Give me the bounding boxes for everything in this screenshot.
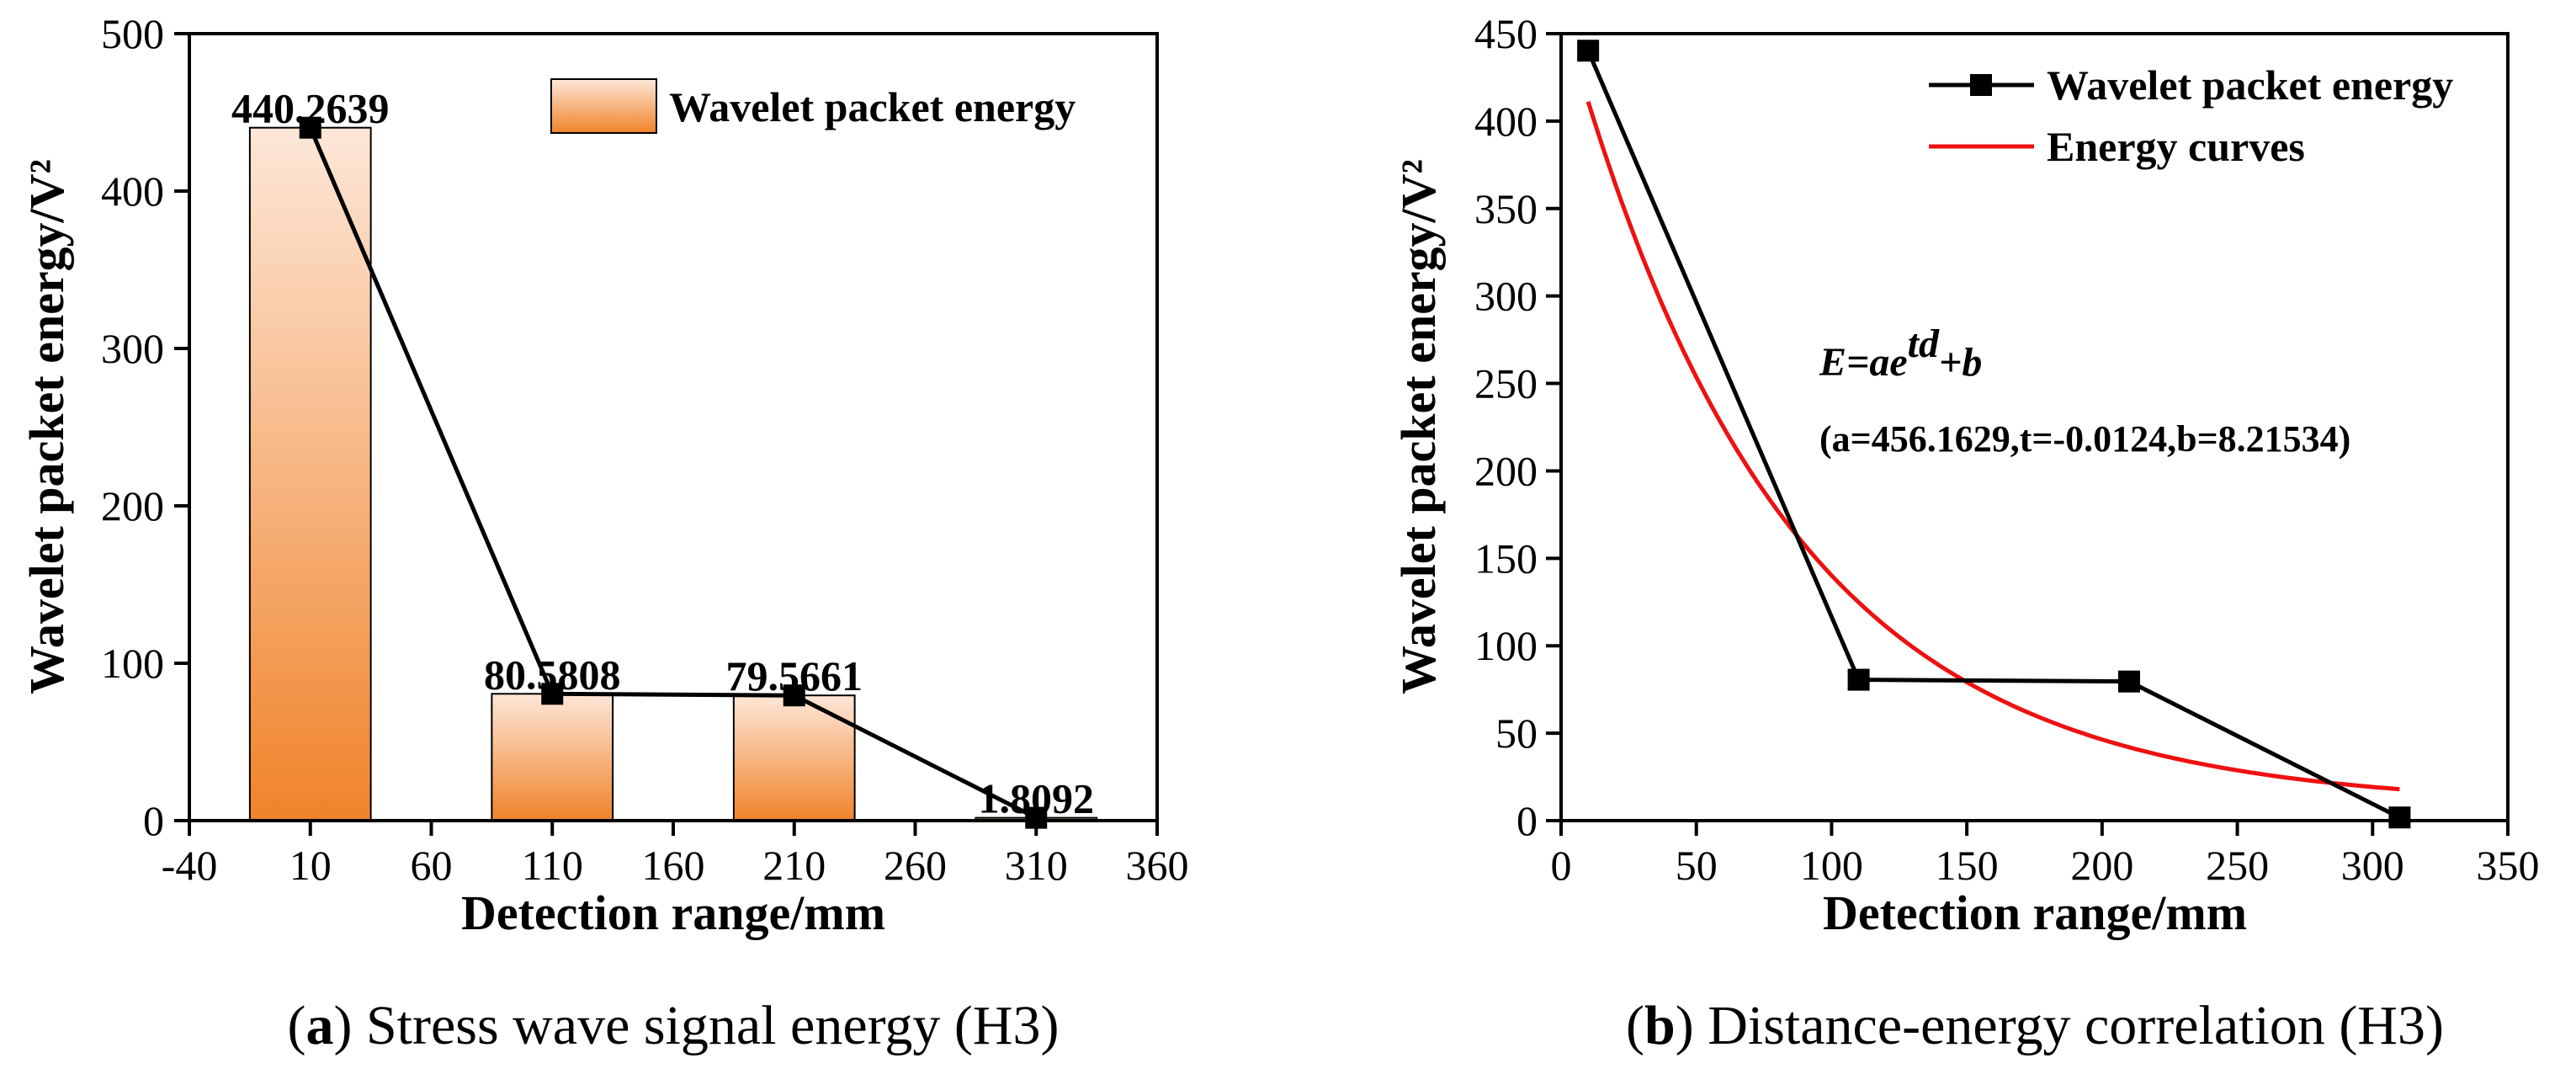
x-tick-label: 260 bbox=[884, 842, 947, 889]
equation-lhs: E=ae bbox=[1819, 340, 1908, 385]
legend-label-fit: Energy curves bbox=[2047, 123, 2305, 170]
y-tick-label: 100 bbox=[1474, 622, 1538, 669]
y-tick-label: 0 bbox=[143, 797, 164, 844]
y-tick-label: 100 bbox=[101, 640, 164, 687]
data-label-group: 440.2639 80.5808 79.5661 1.8092 bbox=[231, 85, 1094, 822]
data-label: 79.5661 bbox=[726, 652, 863, 699]
y-tick-label: 500 bbox=[101, 10, 164, 57]
data-label: 1.8092 bbox=[979, 775, 1095, 822]
caption-b-text: Distance-energy correlation (H3) bbox=[1708, 995, 2444, 1056]
legend-label-energy: Wavelet packet energy bbox=[2047, 61, 2453, 109]
data-point bbox=[1847, 668, 1870, 691]
x-tick-label: 360 bbox=[1126, 842, 1189, 889]
y-tick-label: 300 bbox=[101, 325, 164, 372]
equation-exponent: td bbox=[1908, 322, 1940, 366]
x-tick-label: 200 bbox=[2070, 842, 2133, 889]
y-tick-label: 150 bbox=[1474, 534, 1538, 582]
caption-a: (a) Stress wave signal energy (H3) bbox=[287, 995, 1059, 1056]
x-tick-label: 150 bbox=[1936, 842, 1999, 889]
y-axis-label: Wavelet packet energy/V² bbox=[19, 159, 74, 694]
fit-curve-group bbox=[1585, 100, 2400, 792]
chart-b-line: 0 50 100 150 200 250 300 350 0 50 100 150 200 250 300… bbox=[1391, 10, 2540, 1056]
y-axis-label: Wavelet packet energy/V² bbox=[1391, 159, 1446, 694]
x-tick-label: 160 bbox=[642, 842, 705, 889]
y-axis-ticks: 0 50 100 150 200 250 300 350 400 450 bbox=[1474, 10, 1561, 844]
fit-parameters: (a=456.1629,t=-0.0124,b=8.21534) bbox=[1819, 418, 2350, 460]
x-tick-label: 10 bbox=[289, 842, 332, 889]
legend-swatch-bar bbox=[550, 78, 657, 134]
measured-line bbox=[1585, 50, 2401, 820]
y-tick-label: 450 bbox=[1474, 10, 1538, 57]
x-axis-ticks: -40 10 60 110 160 210 260 310 360 bbox=[162, 821, 1189, 889]
caption-b-letter: b bbox=[1644, 995, 1676, 1056]
x-tick-label: 210 bbox=[762, 842, 826, 889]
x-tick-label: 110 bbox=[522, 842, 583, 889]
y-tick-label: 400 bbox=[1474, 98, 1538, 145]
data-label: 440.2639 bbox=[231, 85, 390, 132]
y-tick-label: 350 bbox=[1474, 185, 1538, 232]
chart-a-bar: -40 10 60 110 160 210 260 310 360 0 100 200 300 400 5… bbox=[19, 10, 1189, 1056]
bar bbox=[248, 126, 372, 822]
x-tick-label: 100 bbox=[1800, 842, 1863, 889]
overlay-line bbox=[308, 126, 1038, 820]
data-point bbox=[2388, 806, 2411, 829]
caption-a-letter: a bbox=[305, 995, 333, 1056]
y-tick-label: 200 bbox=[1474, 447, 1538, 494]
x-tick-label: 0 bbox=[1551, 842, 1572, 889]
plot-frame bbox=[1559, 32, 2510, 822]
x-tick-label: 250 bbox=[2206, 842, 2269, 889]
data-label: 80.5808 bbox=[484, 651, 621, 698]
data-point bbox=[1577, 40, 1600, 62]
y-axis-ticks: 0 100 200 300 400 500 bbox=[101, 10, 189, 844]
y-tick-label: 300 bbox=[1474, 273, 1538, 320]
y-tick-label: 200 bbox=[101, 482, 164, 529]
x-tick-label: 350 bbox=[2477, 842, 2540, 889]
data-point bbox=[299, 116, 321, 139]
fit-curve bbox=[1585, 100, 2400, 792]
fit-equation: E=aetd+b (a=456.1629,t=-0.0124,b=8.21534… bbox=[1819, 322, 2350, 460]
data-point bbox=[783, 684, 805, 707]
x-axis-label: Detection range/mm bbox=[1823, 885, 2247, 940]
y-tick-label: 50 bbox=[1495, 710, 1538, 757]
y-tick-label: 250 bbox=[1474, 360, 1538, 407]
bar bbox=[491, 693, 614, 821]
bar-group bbox=[248, 126, 1098, 822]
x-tick-label: -40 bbox=[162, 842, 218, 889]
legend-label-energy: Wavelet packet energy bbox=[669, 83, 1076, 130]
legend-swatch-marker bbox=[1970, 74, 1992, 96]
overlay-line-group bbox=[299, 116, 1048, 829]
bar bbox=[732, 694, 856, 821]
x-tick-label: 310 bbox=[1005, 842, 1068, 889]
legend: Wavelet packet energy bbox=[550, 78, 1076, 134]
x-tick-label: 300 bbox=[2341, 842, 2404, 889]
equation-rhs: +b bbox=[1939, 340, 1982, 385]
y-tick-label: 400 bbox=[101, 167, 164, 215]
data-point bbox=[541, 683, 564, 705]
caption-b: (b) Distance-energy correlation (H3) bbox=[1626, 995, 2444, 1056]
data-point bbox=[2118, 670, 2140, 693]
legend: Wavelet packet energy Energy curves bbox=[1929, 61, 2453, 170]
caption-a-text: Stress wave signal energy (H3) bbox=[366, 995, 1060, 1056]
x-axis-label: Detection range/mm bbox=[461, 885, 885, 940]
x-tick-label: 60 bbox=[411, 842, 453, 889]
x-tick-label: 50 bbox=[1676, 842, 1718, 889]
y-tick-label: 0 bbox=[1516, 797, 1538, 844]
measured-line-group bbox=[1577, 40, 2411, 829]
equation: E=aetd+b bbox=[1819, 322, 1982, 385]
x-axis-ticks: 0 50 100 150 200 250 300 350 bbox=[1551, 821, 2540, 889]
